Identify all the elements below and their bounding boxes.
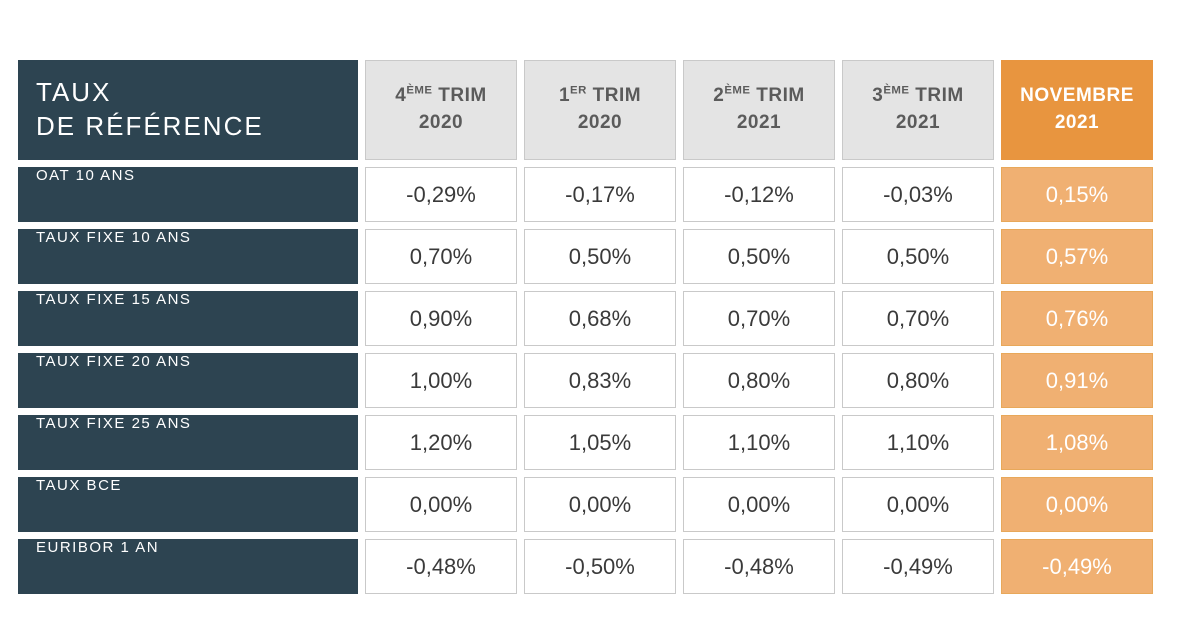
- table-cell: -0,48%: [683, 539, 835, 594]
- table-row: OAT 10 ANS-0,29%-0,17%-0,12%-0,03%0,15%: [18, 167, 1182, 222]
- column-header-year: 2021: [896, 110, 940, 137]
- ord-suffix: ÈME: [406, 85, 432, 97]
- table-cell: 0,80%: [842, 353, 994, 408]
- table-cell: 1,10%: [842, 415, 994, 470]
- column-header: 3ÈME TRIM2021: [842, 60, 994, 160]
- table-cell: 0,00%: [365, 477, 517, 532]
- table-cell: -0,17%: [524, 167, 676, 222]
- table-cell: 0,15%: [1001, 167, 1153, 222]
- column-header-period: 4ÈME TRIM: [395, 83, 486, 110]
- period-text: TRIM: [915, 85, 963, 106]
- table-row: TAUX FIXE 20 ANS1,00%0,83%0,80%0,80%0,91…: [18, 353, 1182, 408]
- period-text: NOVEMBRE: [1020, 85, 1134, 106]
- rates-table: TAUX DE RÉFÉRENCE 4ÈME TRIM20201ER TRIM2…: [18, 60, 1182, 601]
- table-cell: 0,80%: [683, 353, 835, 408]
- column-header: 1ER TRIM2020: [524, 60, 676, 160]
- period-text: TRIM: [756, 85, 804, 106]
- table-cell: 0,00%: [842, 477, 994, 532]
- row-label: OAT 10 ANS: [18, 167, 358, 222]
- column-header: 4ÈME TRIM2020: [365, 60, 517, 160]
- ord-prefix: 1: [559, 85, 570, 106]
- table-cell: -0,49%: [842, 539, 994, 594]
- ord-suffix: ÈME: [883, 85, 909, 97]
- table-cell: 0,50%: [524, 229, 676, 284]
- table-header-row: TAUX DE RÉFÉRENCE 4ÈME TRIM20201ER TRIM2…: [18, 60, 1182, 160]
- table-cell: 0,57%: [1001, 229, 1153, 284]
- table-cell: 0,70%: [842, 291, 994, 346]
- table-cell: 0,83%: [524, 353, 676, 408]
- table-cell: -0,50%: [524, 539, 676, 594]
- ord-prefix: 4: [395, 85, 406, 106]
- row-label: EURIBOR 1 AN: [18, 539, 358, 594]
- table-corner-label: TAUX DE RÉFÉRENCE: [18, 60, 358, 160]
- table-cell: 0,76%: [1001, 291, 1153, 346]
- table-cell: -0,49%: [1001, 539, 1153, 594]
- table-cell: -0,29%: [365, 167, 517, 222]
- column-header-year: 2021: [1055, 110, 1099, 137]
- row-label: TAUX FIXE 15 ANS: [18, 291, 358, 346]
- table-cell: 1,00%: [365, 353, 517, 408]
- table-cell: 0,90%: [365, 291, 517, 346]
- ord-prefix: 3: [872, 85, 883, 106]
- table-cell: 0,50%: [842, 229, 994, 284]
- table-cell: 0,68%: [524, 291, 676, 346]
- column-header: 2ÈME TRIM2021: [683, 60, 835, 160]
- ord-suffix: ÈME: [724, 85, 750, 97]
- column-header-year: 2021: [737, 110, 781, 137]
- row-label: TAUX FIXE 10 ANS: [18, 229, 358, 284]
- period-text: TRIM: [593, 85, 641, 106]
- table-cell: 0,00%: [1001, 477, 1153, 532]
- column-header-year: 2020: [578, 110, 622, 137]
- table-cell: 0,00%: [683, 477, 835, 532]
- table-cell: 1,05%: [524, 415, 676, 470]
- period-text: TRIM: [438, 85, 486, 106]
- table-row: TAUX FIXE 15 ANS0,90%0,68%0,70%0,70%0,76…: [18, 291, 1182, 346]
- row-label: TAUX FIXE 20 ANS: [18, 353, 358, 408]
- table-cell: -0,12%: [683, 167, 835, 222]
- table-cell: 1,10%: [683, 415, 835, 470]
- table-row: TAUX FIXE 25 ANS1,20%1,05%1,10%1,10%1,08…: [18, 415, 1182, 470]
- table-cell: 0,50%: [683, 229, 835, 284]
- table-row: EURIBOR 1 AN-0,48%-0,50%-0,48%-0,49%-0,4…: [18, 539, 1182, 594]
- table-cell: 1,08%: [1001, 415, 1153, 470]
- table-cell: -0,03%: [842, 167, 994, 222]
- column-header-period: 2ÈME TRIM: [713, 83, 804, 110]
- table-cell: 1,20%: [365, 415, 517, 470]
- column-header-period: 1ER TRIM: [559, 83, 641, 110]
- column-header-period: NOVEMBRE: [1020, 83, 1134, 110]
- table-cell: 0,70%: [683, 291, 835, 346]
- row-label: TAUX BCE: [18, 477, 358, 532]
- table-row: TAUX FIXE 10 ANS0,70%0,50%0,50%0,50%0,57…: [18, 229, 1182, 284]
- table-row: TAUX BCE0,00%0,00%0,00%0,00%0,00%: [18, 477, 1182, 532]
- table-cell: 0,00%: [524, 477, 676, 532]
- table-cell: -0,48%: [365, 539, 517, 594]
- row-label: TAUX FIXE 25 ANS: [18, 415, 358, 470]
- ord-suffix: ER: [570, 85, 587, 97]
- column-header: NOVEMBRE 2021: [1001, 60, 1153, 160]
- column-header-year: 2020: [419, 110, 463, 137]
- table-cell: 0,70%: [365, 229, 517, 284]
- corner-label-line1: TAUX: [36, 76, 111, 110]
- column-header-period: 3ÈME TRIM: [872, 83, 963, 110]
- corner-label-line2: DE RÉFÉRENCE: [36, 110, 264, 144]
- table-cell: 0,91%: [1001, 353, 1153, 408]
- ord-prefix: 2: [713, 85, 724, 106]
